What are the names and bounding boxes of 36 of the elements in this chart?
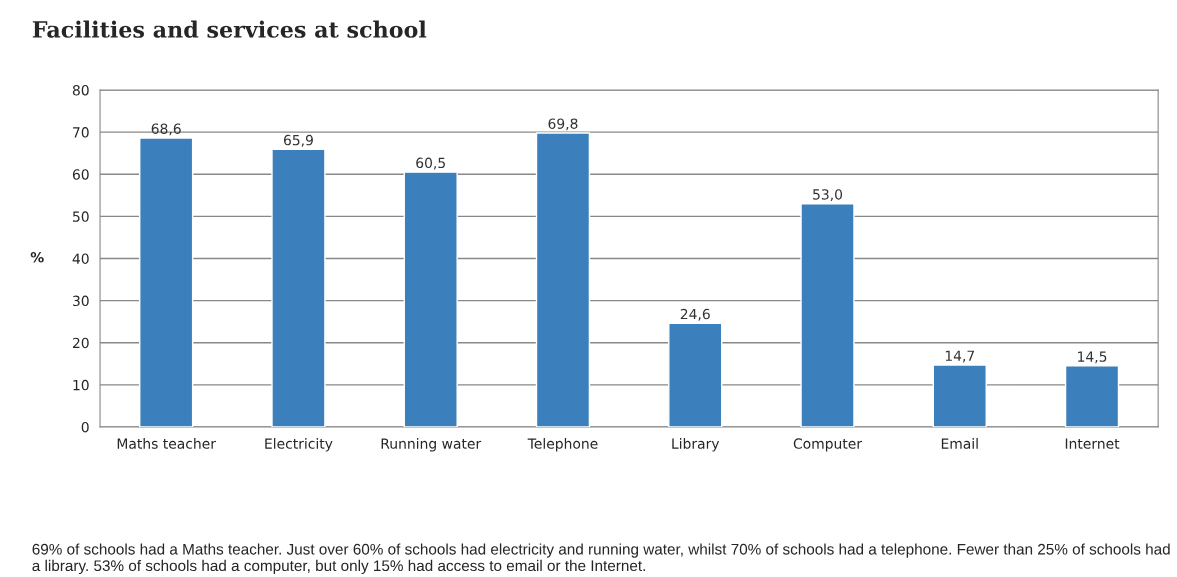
data-label: 53,0 <box>813 189 843 202</box>
x-tick-label: Internet <box>1065 438 1120 449</box>
data-label: 14,7 <box>945 350 975 363</box>
bar <box>403 171 458 427</box>
y-tick-label: 50 <box>73 211 89 222</box>
data-label: 24,6 <box>680 308 710 321</box>
bar <box>800 203 855 427</box>
data-label: 14,5 <box>1078 351 1107 364</box>
y-tick-label: 60 <box>72 169 89 180</box>
x-tick-label: Maths teacher <box>117 438 216 449</box>
data-label: 69,8 <box>548 118 578 131</box>
bar <box>932 364 987 427</box>
y-tick-label: 30 <box>73 295 89 307</box>
x-tick-label: Telephone <box>527 438 598 452</box>
x-tick-label: Electricity <box>265 438 333 452</box>
y-tick-label: 0 <box>81 421 89 433</box>
y-tick-label: 70 <box>73 127 89 138</box>
y-axis-title: % <box>30 252 44 263</box>
bar <box>139 137 194 427</box>
y-tick-label: 80 <box>72 84 89 96</box>
x-tick-label: Computer <box>793 438 863 452</box>
bar <box>1064 365 1120 427</box>
data-label: 68,6 <box>151 123 181 136</box>
chart-title: Facilities and services at school <box>32 20 427 38</box>
x-tick-label: Running water <box>381 438 482 452</box>
bar <box>535 132 591 427</box>
y-tick-label: 20 <box>72 337 89 349</box>
bar <box>668 322 723 427</box>
data-label: 60,5 <box>416 157 445 170</box>
x-tick-label: Email <box>941 438 978 449</box>
data-label: 65,9 <box>283 134 313 147</box>
text: 69% of schools had a Maths teacher. Just over 60% of schools had electricity and running water, whilst 70% of schools had a telephone. Fewer than 25% of schools had a library. 53% of schools had a computer, but only 15% had access to email or the Internet. <box>32 543 1170 575</box>
y-tick-label: 10 <box>73 379 89 391</box>
bar <box>271 148 326 427</box>
x-tick-label: Library <box>672 438 720 452</box>
y-tick-label: 40 <box>72 253 89 264</box>
